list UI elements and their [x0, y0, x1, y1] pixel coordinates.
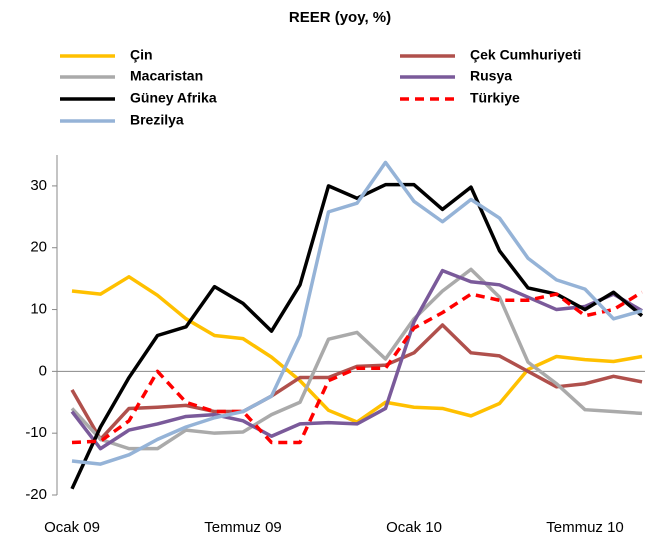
- series-line: [70, 323, 643, 442]
- series-line: [71, 160, 643, 466]
- legend-label: Çek Cumhuriyeti: [470, 47, 581, 63]
- y-tick-label: 10: [30, 301, 47, 318]
- x-tick-label: Temmuz 09: [204, 519, 282, 536]
- series-line: [71, 290, 643, 445]
- series-line: [70, 182, 644, 490]
- y-tick-label: -10: [25, 424, 47, 441]
- legend-label: Çin: [130, 47, 153, 63]
- series-line: [70, 267, 643, 451]
- chart-title: REER (yoy, %): [289, 9, 391, 26]
- legend-label: Rusya: [470, 68, 512, 84]
- legend-label: Güney Afrika: [130, 90, 217, 106]
- y-tick-label: 0: [39, 362, 47, 379]
- y-tick-label: 30: [30, 177, 47, 194]
- legend-label: Türkiye: [470, 90, 520, 106]
- x-tick-label: Ocak 10: [386, 519, 442, 536]
- series-line: [71, 275, 643, 424]
- legend-label: Macaristan: [130, 68, 203, 84]
- legend-label: Brezilya: [130, 112, 184, 128]
- x-tick-label: Ocak 09: [44, 519, 100, 536]
- series-line: [70, 268, 643, 451]
- x-tick-label: Temmuz 10: [546, 519, 624, 536]
- y-tick-label: 20: [30, 239, 47, 256]
- y-tick-label: -20: [25, 486, 47, 503]
